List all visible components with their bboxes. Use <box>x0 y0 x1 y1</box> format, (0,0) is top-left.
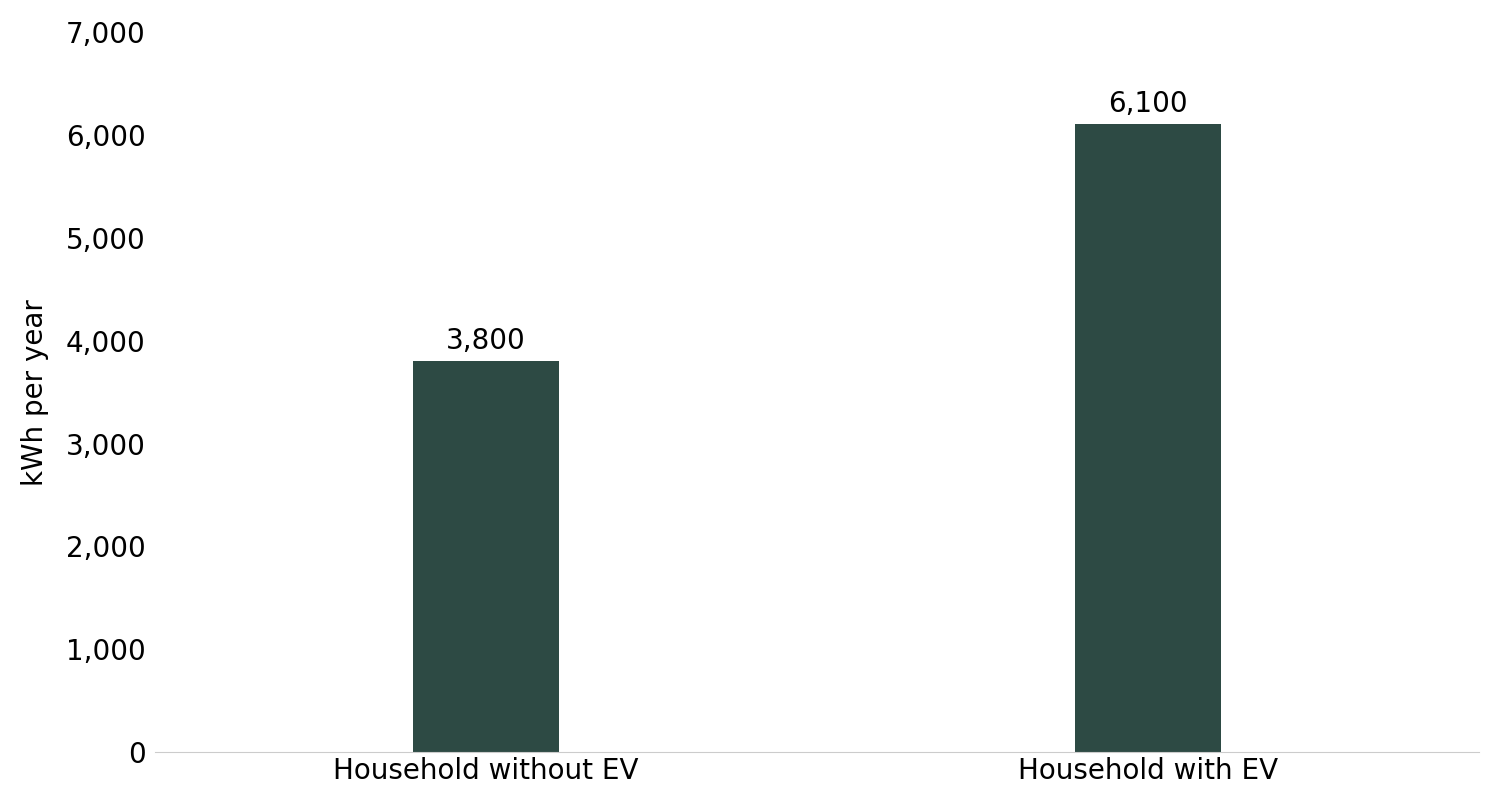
Bar <box>1076 124 1221 752</box>
Y-axis label: kWh per year: kWh per year <box>21 299 50 485</box>
Bar <box>414 361 560 752</box>
Text: 3,800: 3,800 <box>446 327 526 355</box>
Text: 6,100: 6,100 <box>1108 90 1188 118</box>
